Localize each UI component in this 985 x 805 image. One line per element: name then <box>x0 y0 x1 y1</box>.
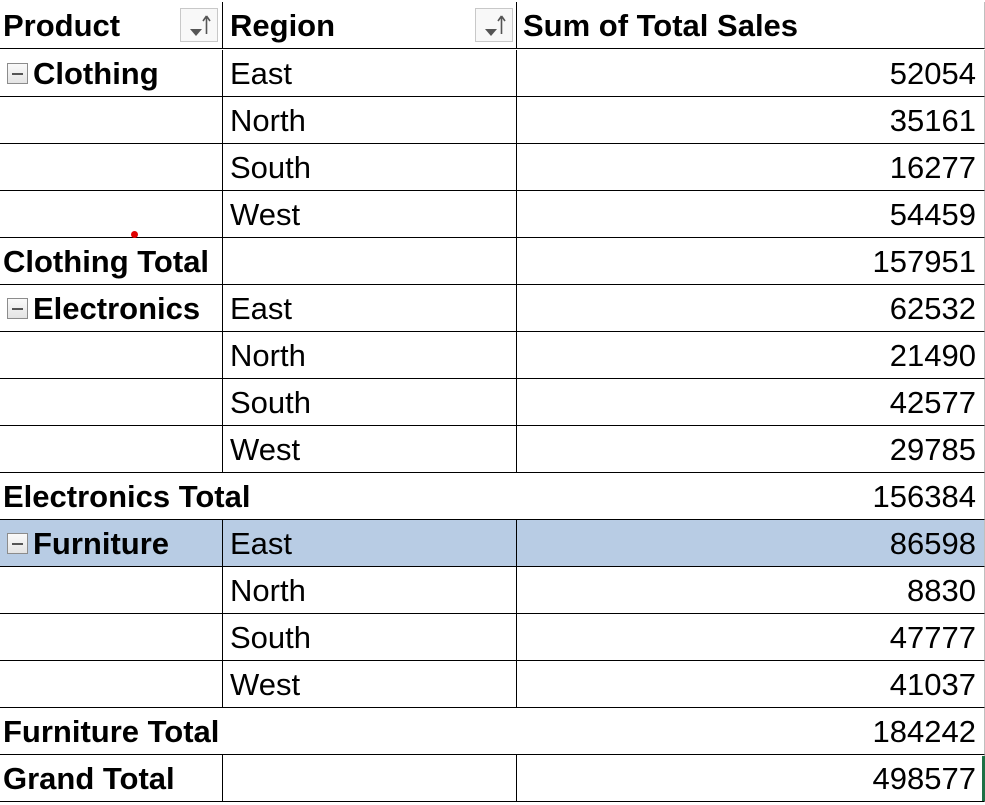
subtotal-label-cell[interactable]: Furniture Total <box>0 708 517 755</box>
region-cell[interactable]: West <box>223 426 517 473</box>
region-cell[interactable]: South <box>223 144 517 191</box>
product-group-cell-furniture[interactable]: Furniture <box>0 520 223 567</box>
table-row: North 8830 <box>0 567 985 614</box>
region-cell[interactable]: East <box>223 50 517 97</box>
pivot-header-row: Product Region Sum of Total Sales <box>0 2 985 49</box>
region-cell[interactable]: North <box>223 97 517 144</box>
region-cell[interactable]: South <box>223 614 517 661</box>
value-cell[interactable]: 16277 <box>517 144 985 191</box>
value-cell[interactable]: 47777 <box>517 614 985 661</box>
table-row: West 54459 <box>0 191 985 238</box>
header-product-label: Product <box>3 8 121 43</box>
table-row: North 21490 <box>0 332 985 379</box>
subtotal-label-cell[interactable]: Electronics Total <box>0 473 517 520</box>
collapse-icon[interactable] <box>7 62 28 84</box>
value-cell[interactable]: 62532 <box>517 285 985 332</box>
product-cell-empty[interactable] <box>0 426 223 473</box>
value-cell[interactable]: 42577 <box>517 379 985 426</box>
value-cell[interactable]: 41037 <box>517 661 985 708</box>
subtotal-value-cell[interactable]: 156384 <box>517 473 985 520</box>
table-row: Electronics East 62532 <box>0 285 985 332</box>
table-row: South 47777 <box>0 614 985 661</box>
header-sum-label: Sum of Total Sales <box>523 8 799 43</box>
product-group-cell-electronics[interactable]: Electronics <box>0 285 223 332</box>
collapse-icon[interactable] <box>7 297 28 319</box>
comment-marker-dot <box>131 231 138 238</box>
region-cell[interactable]: West <box>223 661 517 708</box>
product-cell-empty[interactable] <box>0 614 223 661</box>
subtotal-value-cell[interactable]: 184242 <box>517 708 985 755</box>
value-cell[interactable]: 8830 <box>517 567 985 614</box>
product-filter-icon[interactable] <box>180 8 218 42</box>
product-cell-empty[interactable] <box>0 332 223 379</box>
header-sum-cell[interactable]: Sum of Total Sales <box>517 2 985 49</box>
subtotal-row: Electronics Total 156384 <box>0 473 985 520</box>
value-cell[interactable]: 29785 <box>517 426 985 473</box>
table-row: West 29785 <box>0 426 985 473</box>
table-row-selected: Furniture East 86598 <box>0 520 985 567</box>
region-cell[interactable]: East <box>223 520 517 567</box>
product-cell-empty[interactable] <box>0 379 223 426</box>
subtotal-value-cell[interactable]: 157951 <box>517 238 985 285</box>
table-row: Clothing East 52054 <box>0 50 985 97</box>
product-cell-empty[interactable] <box>0 567 223 614</box>
value-cell[interactable]: 54459 <box>517 191 985 238</box>
active-cell-edge <box>982 756 985 801</box>
grand-total-label-cell[interactable]: Grand Total <box>0 755 223 802</box>
region-cell[interactable]: South <box>223 379 517 426</box>
subtotal-row: Clothing Total 157951 <box>0 238 985 285</box>
region-filter-icon[interactable] <box>475 8 513 42</box>
table-row: South 42577 <box>0 379 985 426</box>
product-cell-empty[interactable] <box>0 144 223 191</box>
grand-total-empty-cell[interactable] <box>223 755 517 802</box>
value-cell[interactable]: 52054 <box>517 50 985 97</box>
product-cell-empty[interactable] <box>0 661 223 708</box>
value-cell[interactable]: 21490 <box>517 332 985 379</box>
product-group-cell-clothing[interactable]: Clothing <box>0 50 223 97</box>
region-cell[interactable]: North <box>223 567 517 614</box>
table-row: South 16277 <box>0 144 985 191</box>
region-cell[interactable]: North <box>223 332 517 379</box>
product-cell-empty[interactable] <box>0 97 223 144</box>
header-region-cell[interactable]: Region <box>223 2 517 49</box>
value-cell[interactable]: 86598 <box>517 520 985 567</box>
table-row: North 35161 <box>0 97 985 144</box>
collapse-icon[interactable] <box>7 532 28 554</box>
product-cell-empty[interactable] <box>0 191 223 238</box>
subtotal-row: Furniture Total 184242 <box>0 708 985 755</box>
region-cell[interactable]: East <box>223 285 517 332</box>
table-row: West 41037 <box>0 661 985 708</box>
value-cell[interactable]: 35161 <box>517 97 985 144</box>
subtotal-empty-cell[interactable] <box>223 238 517 285</box>
subtotal-label-cell[interactable]: Clothing Total <box>0 238 223 285</box>
region-cell[interactable]: West <box>223 191 517 238</box>
grand-total-value-cell[interactable]: 498577 <box>517 755 985 802</box>
grand-total-row: Grand Total 498577 <box>0 755 985 802</box>
header-product-cell[interactable]: Product <box>0 2 223 49</box>
header-region-label: Region <box>230 8 336 43</box>
